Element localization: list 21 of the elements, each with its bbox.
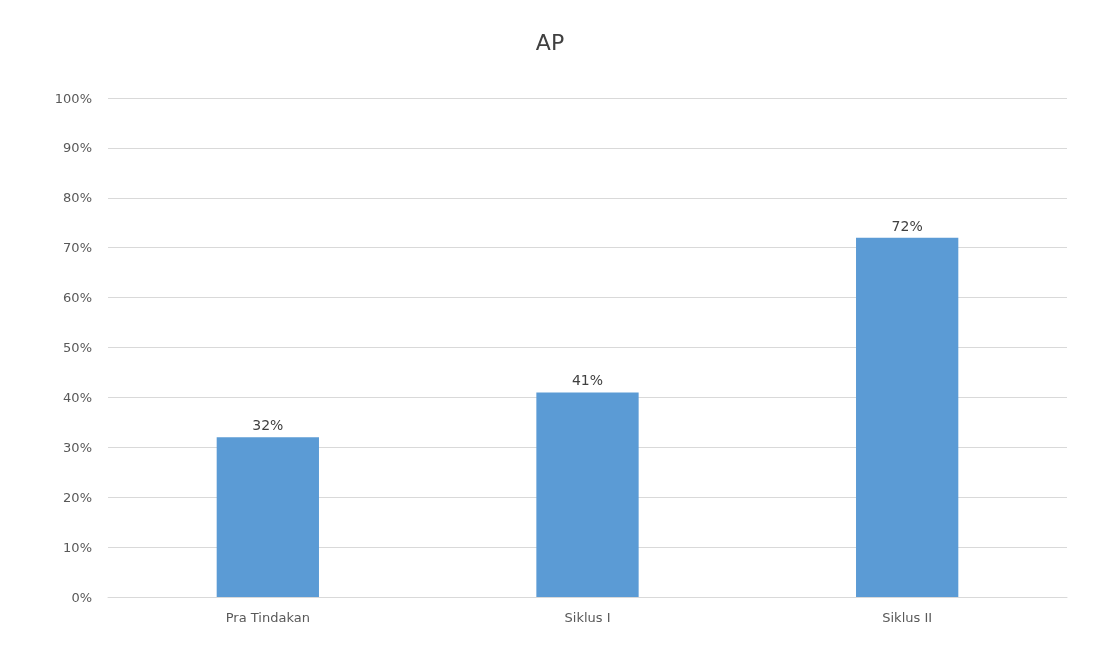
data-label: 41% — [571, 372, 604, 389]
x-tick-label: Pra Tindakan — [225, 610, 310, 625]
chart-title: AP — [535, 29, 565, 55]
y-tick-label: 0% — [71, 589, 92, 605]
y-tick-label: 80% — [63, 190, 92, 206]
bar — [536, 392, 639, 597]
data-label: 32% — [252, 417, 284, 434]
data-label: 72% — [891, 217, 923, 234]
bar — [856, 237, 959, 597]
x-tick-label: Siklus I — [564, 610, 611, 625]
y-tick-label: 10% — [63, 539, 92, 555]
y-tick-label: 60% — [63, 290, 92, 306]
y-tick-label: 40% — [63, 389, 92, 405]
x-tick-label: Siklus II — [882, 610, 933, 625]
y-tick-label: 20% — [63, 489, 92, 505]
y-tick-label: 70% — [63, 240, 92, 256]
y-tick-label: 100% — [54, 90, 92, 106]
bar — [216, 437, 319, 597]
y-tick-label: 30% — [63, 439, 92, 455]
y-tick-label: 50% — [63, 340, 92, 355]
y-tick-label: 90% — [63, 140, 92, 156]
